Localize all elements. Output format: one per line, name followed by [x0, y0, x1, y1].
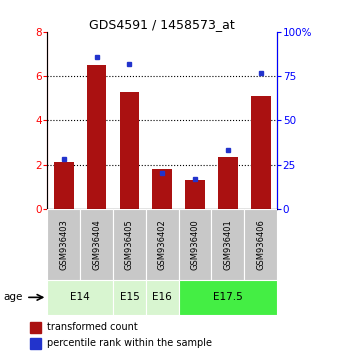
- Text: E14: E14: [70, 292, 90, 302]
- Bar: [80, 209, 113, 280]
- Bar: [185, 180, 205, 209]
- Bar: [87, 65, 106, 209]
- Bar: [47, 280, 113, 315]
- Bar: [251, 96, 271, 209]
- Bar: [113, 280, 146, 315]
- Title: GDS4591 / 1458573_at: GDS4591 / 1458573_at: [89, 18, 235, 31]
- Bar: [113, 209, 146, 280]
- Text: E15: E15: [120, 292, 139, 302]
- Text: GSM936401: GSM936401: [223, 219, 233, 270]
- Bar: [30, 322, 41, 333]
- Text: GSM936403: GSM936403: [59, 219, 68, 270]
- Text: transformed count: transformed count: [47, 322, 138, 332]
- Bar: [120, 92, 139, 209]
- Text: GSM936405: GSM936405: [125, 219, 134, 270]
- Bar: [146, 280, 179, 315]
- Bar: [218, 157, 238, 209]
- Text: age: age: [3, 292, 23, 302]
- Bar: [30, 338, 41, 349]
- Text: GSM936402: GSM936402: [158, 219, 167, 270]
- Bar: [152, 169, 172, 209]
- Text: percentile rank within the sample: percentile rank within the sample: [47, 338, 212, 348]
- Text: E16: E16: [152, 292, 172, 302]
- Text: GSM936400: GSM936400: [191, 219, 199, 270]
- Text: GSM936404: GSM936404: [92, 219, 101, 270]
- Text: GSM936406: GSM936406: [256, 219, 265, 270]
- Bar: [54, 162, 74, 209]
- Bar: [179, 209, 212, 280]
- Bar: [244, 209, 277, 280]
- Bar: [212, 209, 244, 280]
- Bar: [47, 209, 80, 280]
- Bar: [179, 280, 277, 315]
- Text: E17.5: E17.5: [213, 292, 243, 302]
- Bar: [146, 209, 179, 280]
